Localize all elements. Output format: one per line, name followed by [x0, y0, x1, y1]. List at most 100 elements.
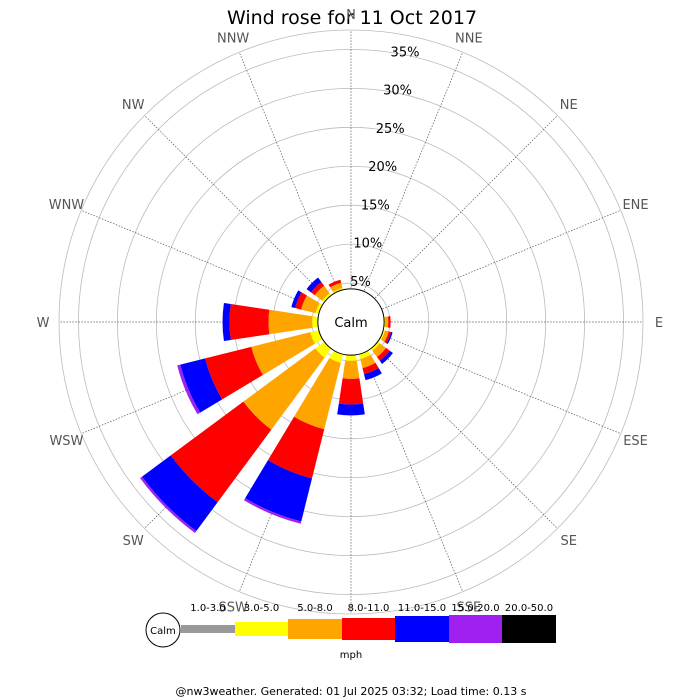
direction-label-ene: ENE [622, 198, 648, 213]
grid-ring-outer [58, 29, 644, 615]
bar-w-8.0-11.0 [229, 304, 270, 340]
bar-w-3.0-5.0 [312, 316, 319, 328]
direction-label-se: SE [561, 534, 577, 549]
bar-sse-11.0-15.0 [363, 368, 382, 381]
bar-nw-5.0-8.0 [314, 285, 330, 301]
direction-label-sw: SW [123, 534, 144, 549]
bar-wnw-5.0-8.0 [301, 295, 320, 314]
spoke-nw [144, 115, 330, 301]
bar-ssw-5.0-8.0 [294, 358, 341, 430]
direction-label-wsw: WSW [49, 434, 83, 449]
bar-wsw-5.0-8.0 [251, 332, 315, 375]
direction-label-wnw: WNW [49, 198, 85, 213]
direction-label-ne: NE [560, 98, 578, 113]
bar-ese-8.0-11.0 [384, 331, 392, 344]
bar-wsw-8.0-11.0 [205, 346, 263, 400]
bar-sse-3.0-5.0 [358, 349, 371, 360]
direction-label-w: W [37, 316, 50, 331]
direction-label-nnw: NNW [217, 31, 249, 46]
legend-swatch-11.0-15.0 [395, 616, 449, 642]
legend-swatch-1.0-3.0 [181, 625, 235, 633]
calm-circle-shape [317, 288, 385, 356]
bar-s-5.0-8.0 [342, 360, 360, 379]
bar-se-8.0-11.0 [376, 347, 390, 361]
direction-label-nne: NNE [455, 31, 483, 46]
bar-e-8.0-11.0 [387, 316, 391, 328]
grid-ring-25 [155, 126, 547, 518]
legend-label-11.0-15.0: 11.0-15.0 [398, 603, 446, 614]
ring-label-25: 25% [376, 122, 405, 137]
spoke-ene [379, 209, 621, 311]
bar-sse-8.0-11.0 [362, 362, 379, 375]
legend-label-3.0-5.0: 3.0-5.0 [244, 603, 279, 614]
ring-label-15: 15% [361, 198, 390, 213]
legend-swatch-20.0-50.0 [502, 615, 556, 643]
bar-w-11.0-15.0 [222, 303, 231, 341]
direction-label-n: N [346, 8, 356, 23]
bar-w-5.0-8.0 [268, 309, 313, 335]
footer-text: @nw3weather. Generated: 01 Jul 2025 03:3… [176, 685, 527, 698]
spoke-nnw [238, 52, 340, 294]
direction-label-ssw: SSW [218, 601, 248, 616]
legend-calm-label: Calm [150, 626, 176, 637]
speed-legend: Calm 1.0-3.0 3.0-5.0 5.0-8.0 8.0-11.0 11.0-15… [145, 603, 556, 661]
legend-calm-circle [145, 612, 181, 648]
bar-ssw-8.0-11.0 [267, 416, 325, 479]
bar-nw-11.0-15.0 [306, 277, 322, 293]
bar-sw-11.0-15.0 [141, 455, 218, 532]
bar-wsw-11.0-15.0 [180, 358, 223, 413]
legend-swatch-5.0-8.0 [288, 619, 342, 639]
bar-se-3.0-5.0 [369, 340, 380, 351]
spoke-wnw [81, 209, 323, 311]
bar-sse-5.0-8.0 [360, 354, 376, 369]
bar-wnw-11.0-15.0 [291, 290, 302, 309]
calm-label: Calm [334, 316, 367, 331]
bar-nnw-8.0-11.0 [328, 279, 342, 288]
spoke-sse [362, 350, 464, 592]
legend-swatch-8.0-11.0 [342, 618, 395, 640]
bar-ssw-15.0-20.0 [243, 498, 302, 524]
bar-nnw-5.0-8.0 [330, 282, 343, 292]
bar-s-11.0-15.0 [337, 403, 365, 416]
spoke-ese [379, 333, 621, 435]
bar-ese-5.0-8.0 [381, 330, 389, 343]
legend-swatch-3.0-5.0 [235, 622, 288, 636]
rose-bars [140, 277, 393, 533]
bar-sw-5.0-8.0 [243, 348, 325, 430]
legend-swatch-15.0-20.0 [449, 615, 502, 643]
spoke-se [372, 343, 558, 529]
ring-label-30: 30% [383, 84, 412, 99]
bar-sw-15.0-20.0 [140, 476, 197, 533]
ring-label-20: 20% [368, 160, 397, 175]
bar-nw-3.0-5.0 [322, 293, 333, 304]
direction-label-ese: ESE [623, 434, 648, 449]
legend-label-1.0-3.0: 1.0-3.0 [190, 603, 225, 614]
bar-s-8.0-11.0 [338, 378, 364, 405]
bar-wsw-15.0-20.0 [177, 364, 201, 415]
legend-label-15.0-20.0: 15.0-20.0 [451, 603, 499, 614]
legend-units: mph [340, 650, 362, 661]
legend-label-20.0-50.0: 20.0-50.0 [505, 603, 553, 614]
bar-sw-8.0-11.0 [170, 401, 272, 503]
grid-ring-20 [194, 165, 508, 479]
ring-labels: 5% 10% 15% 20% 25% 30% 35% [350, 45, 419, 289]
direction-label-sse: SSE [457, 601, 482, 616]
ring-label-35: 35% [391, 45, 420, 60]
bar-ese-11.0-15.0 [386, 331, 393, 345]
legend-label-8.0-11.0: 8.0-11.0 [348, 603, 390, 614]
ring-label-5: 5% [350, 275, 371, 290]
spoke-ne [372, 115, 558, 301]
legend-label-5.0-8.0: 5.0-8.0 [297, 603, 332, 614]
direction-label-nw: NW [122, 98, 145, 113]
bar-e-5.0-8.0 [384, 316, 389, 328]
bar-ssw-11.0-15.0 [245, 460, 313, 522]
bar-wnw-8.0-11.0 [295, 292, 307, 310]
calm-circle: Calm [317, 288, 385, 356]
bar-se-11.0-15.0 [379, 350, 393, 364]
spoke-nne [362, 52, 464, 294]
direction-label-e: E [655, 316, 663, 331]
bar-nw-8.0-11.0 [310, 281, 325, 296]
bar-se-5.0-8.0 [372, 343, 387, 358]
ring-label-10: 10% [353, 237, 382, 252]
